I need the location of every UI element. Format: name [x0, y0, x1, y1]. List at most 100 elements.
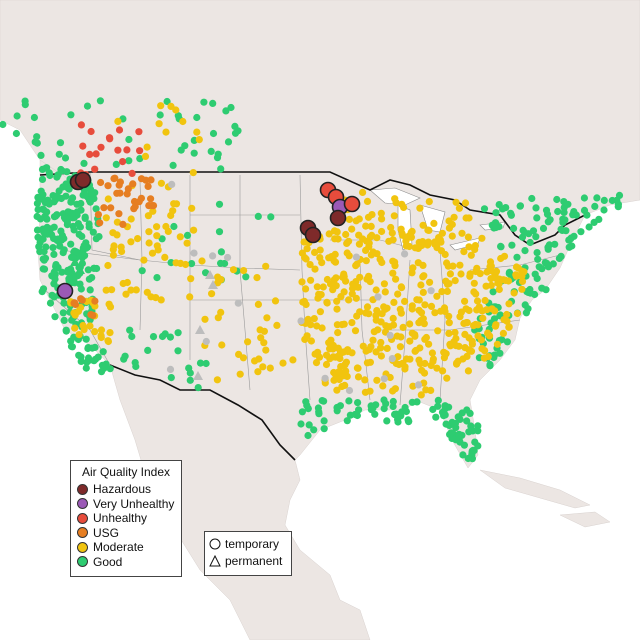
unhealthy-monitor-dot[interactable] — [135, 128, 143, 136]
good-monitor-dot[interactable] — [608, 196, 616, 205]
moderate-monitor-dot[interactable] — [377, 209, 385, 217]
moderate-monitor-dot[interactable] — [323, 351, 331, 359]
moderate-monitor-dot[interactable] — [383, 304, 391, 312]
moderate-monitor-dot[interactable] — [378, 227, 386, 236]
moderate-monitor-dot[interactable] — [391, 195, 399, 203]
unhealthy-monitor-dot[interactable] — [128, 169, 136, 177]
good-monitor-dot[interactable] — [215, 200, 224, 208]
moderate-monitor-dot[interactable] — [500, 252, 509, 260]
moderate-monitor-dot[interactable] — [373, 234, 381, 242]
good-monitor-dot[interactable] — [202, 269, 210, 277]
moderate-monitor-dot[interactable] — [486, 263, 494, 271]
moderate-monitor-dot[interactable] — [108, 286, 116, 294]
moderate-monitor-dot[interactable] — [389, 314, 397, 322]
moderate-monitor-dot[interactable] — [446, 340, 454, 348]
moderate-monitor-dot[interactable] — [476, 270, 484, 278]
moderate-monitor-dot[interactable] — [298, 278, 306, 286]
good-monitor-dot[interactable] — [507, 209, 515, 217]
moderate-monitor-dot[interactable] — [391, 385, 399, 393]
moderate-monitor-dot[interactable] — [456, 261, 464, 269]
moderate-monitor-dot[interactable] — [401, 297, 409, 305]
good-monitor-dot[interactable] — [497, 242, 505, 250]
good-monitor-dot[interactable] — [167, 374, 175, 382]
good-monitor-dot[interactable] — [125, 157, 133, 165]
moderate-monitor-dot[interactable] — [352, 294, 360, 302]
good-monitor-dot[interactable] — [96, 97, 104, 105]
moderate-monitor-dot[interactable] — [421, 301, 429, 309]
moderate-monitor-dot[interactable] — [380, 280, 388, 288]
moderate-monitor-dot[interactable] — [461, 330, 469, 338]
moderate-monitor-dot[interactable] — [436, 236, 444, 244]
moderate-monitor-dot[interactable] — [356, 308, 364, 316]
good-monitor-dot[interactable] — [408, 398, 416, 406]
good-monitor-dot[interactable] — [174, 347, 182, 355]
moderate-monitor-dot[interactable] — [467, 251, 475, 259]
moderate-monitor-dot[interactable] — [415, 356, 423, 364]
usg-monitor-dot[interactable] — [100, 204, 108, 212]
moderate-monitor-dot[interactable] — [374, 326, 382, 334]
moderate-monitor-dot[interactable] — [457, 308, 465, 316]
good-monitor-dot[interactable] — [544, 218, 552, 226]
good-monitor-dot[interactable] — [539, 224, 548, 232]
good-monitor-dot[interactable] — [480, 205, 489, 213]
moderate-monitor-dot[interactable] — [344, 347, 352, 356]
moderate-monitor-dot[interactable] — [437, 307, 445, 315]
moderate-monitor-dot[interactable] — [473, 297, 482, 305]
good-monitor-dot[interactable] — [538, 284, 546, 292]
moderate-monitor-dot[interactable] — [473, 306, 481, 314]
moderate-monitor-dot[interactable] — [362, 257, 370, 265]
moderate-monitor-dot[interactable] — [363, 303, 372, 311]
good-monitor-dot[interactable] — [35, 243, 43, 251]
moderate-monitor-dot[interactable] — [333, 305, 341, 313]
moderate-monitor-dot[interactable] — [452, 198, 460, 206]
moderate-monitor-dot[interactable] — [361, 376, 369, 384]
moderate-monitor-dot[interactable] — [301, 335, 309, 343]
usg-monitor-dot[interactable] — [78, 296, 86, 304]
moderate-monitor-dot[interactable] — [343, 239, 351, 247]
moderate-monitor-dot[interactable] — [430, 219, 438, 227]
good-monitor-dot[interactable] — [38, 288, 46, 296]
good-monitor-dot[interactable] — [194, 384, 202, 392]
good-monitor-dot[interactable] — [542, 206, 551, 214]
moderate-monitor-dot[interactable] — [378, 258, 386, 267]
moderate-monitor-dot[interactable] — [512, 271, 520, 279]
good-monitor-dot[interactable] — [534, 255, 542, 263]
good-monitor-dot[interactable] — [57, 227, 65, 235]
good-monitor-dot[interactable] — [76, 223, 84, 231]
moderate-monitor-dot[interactable] — [440, 349, 448, 357]
moderate-monitor-dot[interactable] — [251, 357, 259, 365]
moderate-monitor-dot[interactable] — [75, 331, 83, 339]
moderate-monitor-dot[interactable] — [464, 367, 472, 375]
good-monitor-dot[interactable] — [310, 426, 318, 434]
moderate-monitor-dot[interactable] — [394, 353, 402, 361]
good-monitor-dot[interactable] — [200, 98, 208, 106]
moderate-monitor-dot[interactable] — [470, 279, 478, 287]
good-monitor-dot[interactable] — [593, 194, 601, 202]
good-monitor-dot[interactable] — [36, 215, 45, 223]
good-monitor-dot[interactable] — [81, 252, 89, 260]
moderate-monitor-dot[interactable] — [253, 274, 261, 282]
good-monitor-dot[interactable] — [188, 260, 196, 268]
moderate-monitor-dot[interactable] — [372, 348, 380, 356]
moderate-monitor-dot[interactable] — [307, 276, 315, 284]
moderate-monitor-dot[interactable] — [262, 262, 270, 270]
moderate-monitor-dot[interactable] — [433, 244, 441, 252]
moderate-monitor-dot[interactable] — [369, 248, 377, 256]
moderate-monitor-dot[interactable] — [310, 315, 318, 323]
good-monitor-dot[interactable] — [577, 228, 585, 236]
moderate-monitor-dot[interactable] — [446, 270, 454, 278]
moderate-monitor-dot[interactable] — [394, 290, 402, 298]
good-monitor-dot[interactable] — [87, 185, 95, 193]
moderate-monitor-dot[interactable] — [401, 363, 409, 371]
good-monitor-dot[interactable] — [45, 200, 53, 208]
good-monitor-dot[interactable] — [447, 429, 455, 437]
moderate-monitor-dot[interactable] — [91, 328, 99, 336]
no-data-monitor-dot[interactable] — [190, 249, 198, 257]
good-monitor-dot[interactable] — [297, 420, 305, 428]
usg-monitor-dot[interactable] — [111, 174, 119, 182]
moderate-monitor-dot[interactable] — [145, 228, 153, 236]
moderate-monitor-dot[interactable] — [117, 243, 125, 251]
moderate-monitor-dot[interactable] — [443, 287, 451, 295]
moderate-monitor-dot[interactable] — [311, 265, 319, 273]
moderate-monitor-dot[interactable] — [451, 328, 459, 337]
